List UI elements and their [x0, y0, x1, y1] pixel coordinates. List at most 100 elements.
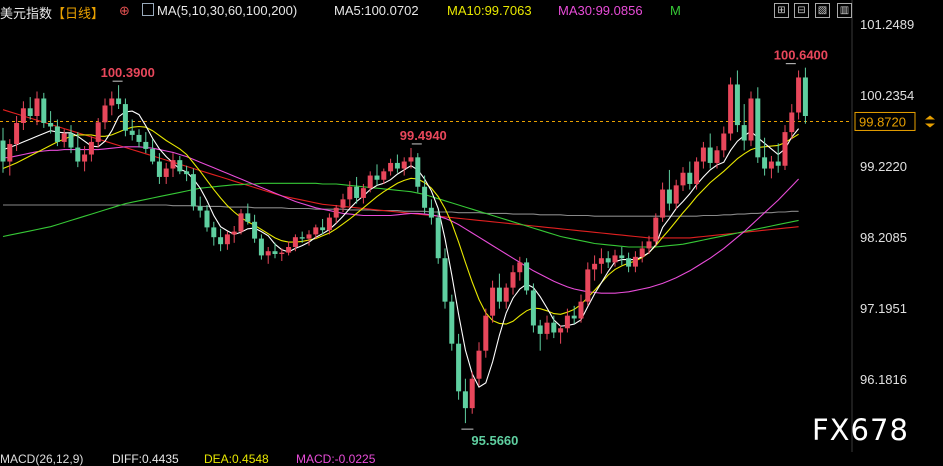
- candle: [680, 167, 686, 191]
- candle: [428, 199, 434, 225]
- candle-body: [95, 122, 101, 142]
- candle-body: [476, 350, 482, 379]
- candle-body: [333, 207, 339, 218]
- candle-body: [354, 186, 360, 198]
- candle-body: [122, 104, 128, 131]
- candle: [95, 118, 101, 148]
- candle: [109, 91, 115, 116]
- high-annotation: 100.6400: [774, 48, 828, 63]
- candle-body: [700, 147, 706, 162]
- layout-icon[interactable]: ⊟: [794, 3, 809, 18]
- candle: [721, 126, 727, 158]
- candle-body: [109, 98, 115, 106]
- candle: [660, 182, 666, 222]
- candle-body: [510, 272, 516, 288]
- candle: [143, 132, 149, 154]
- candle-body: [721, 133, 727, 151]
- candle-body: [571, 315, 577, 319]
- candle: [734, 70, 740, 133]
- candle: [292, 234, 298, 252]
- candle-body: [592, 263, 598, 270]
- candle: [524, 258, 530, 295]
- candle-body: [551, 322, 557, 333]
- candle: [272, 242, 278, 259]
- candle-body: [632, 256, 638, 267]
- candle-body: [41, 98, 47, 124]
- candle: [75, 132, 81, 168]
- candle-body: [88, 141, 94, 155]
- candle-body: [340, 199, 346, 208]
- candle: [551, 315, 557, 339]
- candle-body: [728, 84, 734, 134]
- candle: [592, 255, 598, 281]
- candle-body: [687, 172, 693, 184]
- candle: [687, 161, 693, 190]
- candle: [286, 241, 292, 256]
- candle-body: [408, 157, 414, 162]
- candle: [48, 111, 54, 134]
- candle: [88, 136, 94, 162]
- image-icon[interactable]: ▧: [815, 3, 830, 18]
- candle-body: [184, 171, 190, 175]
- candle: [54, 119, 60, 147]
- candlesticks: [0, 67, 808, 424]
- candle-body: [265, 251, 271, 256]
- candle-body: [673, 185, 679, 204]
- current-price-label: 99.8720: [859, 114, 906, 129]
- indicator-label[interactable]: MA(5,10,30,60,100,200): [157, 3, 298, 18]
- candle-body: [245, 213, 251, 222]
- candle-body: [714, 150, 720, 163]
- candle: [14, 115, 20, 152]
- candle: [122, 98, 128, 137]
- current-price-line: 99.8720: [0, 111, 935, 131]
- candle: [632, 251, 638, 273]
- y-tick-label: 98.2085: [860, 230, 907, 245]
- candle: [360, 183, 366, 204]
- candle-body: [762, 157, 768, 169]
- candle: [694, 157, 700, 190]
- candle-body: [680, 172, 686, 186]
- candle: [585, 262, 591, 306]
- ma5-value: MA5:100.0702: [334, 3, 419, 18]
- candle-body: [252, 221, 258, 239]
- candle: [490, 280, 496, 323]
- candle-body: [82, 154, 88, 162]
- period-selector[interactable]: 【日线】: [52, 6, 105, 21]
- ma100-line: [2, 109, 799, 239]
- candle-body: [170, 160, 176, 169]
- grid-icon[interactable]: ⊞: [774, 3, 789, 18]
- candle-body: [34, 98, 40, 116]
- candle: [27, 97, 33, 120]
- macd-label[interactable]: MACD(26,12,9): [0, 452, 84, 466]
- candle: [673, 179, 679, 210]
- candle-body: [156, 161, 162, 177]
- candle: [326, 213, 332, 235]
- candle: [190, 168, 196, 211]
- candle-body: [639, 248, 645, 257]
- candle: [707, 133, 713, 169]
- price-annotations: 100.3900 99.4940 95.5660 100.6400: [101, 48, 828, 448]
- candle: [728, 77, 734, 141]
- candle: [578, 294, 584, 323]
- candle: [184, 165, 190, 182]
- panel-icon[interactable]: ▥: [837, 3, 852, 18]
- plus-circle-icon[interactable]: ⊕: [119, 3, 130, 18]
- indicator-chart-icon[interactable]: [142, 3, 154, 16]
- candle: [299, 231, 305, 243]
- ma60-line: [2, 182, 799, 248]
- candle: [354, 176, 360, 204]
- ma30-value: MA30:99.0856: [558, 3, 643, 18]
- candle: [68, 125, 74, 154]
- instrument-name[interactable]: 美元指数: [0, 6, 53, 21]
- candle: [367, 171, 373, 193]
- candle-body: [136, 134, 142, 142]
- candle: [755, 87, 761, 163]
- candle: [530, 283, 536, 333]
- candle: [177, 155, 183, 175]
- candle-body: [360, 188, 366, 198]
- candle-body: [660, 189, 666, 218]
- candle: [394, 154, 400, 173]
- candle-body: [782, 132, 788, 166]
- candle: [571, 305, 577, 325]
